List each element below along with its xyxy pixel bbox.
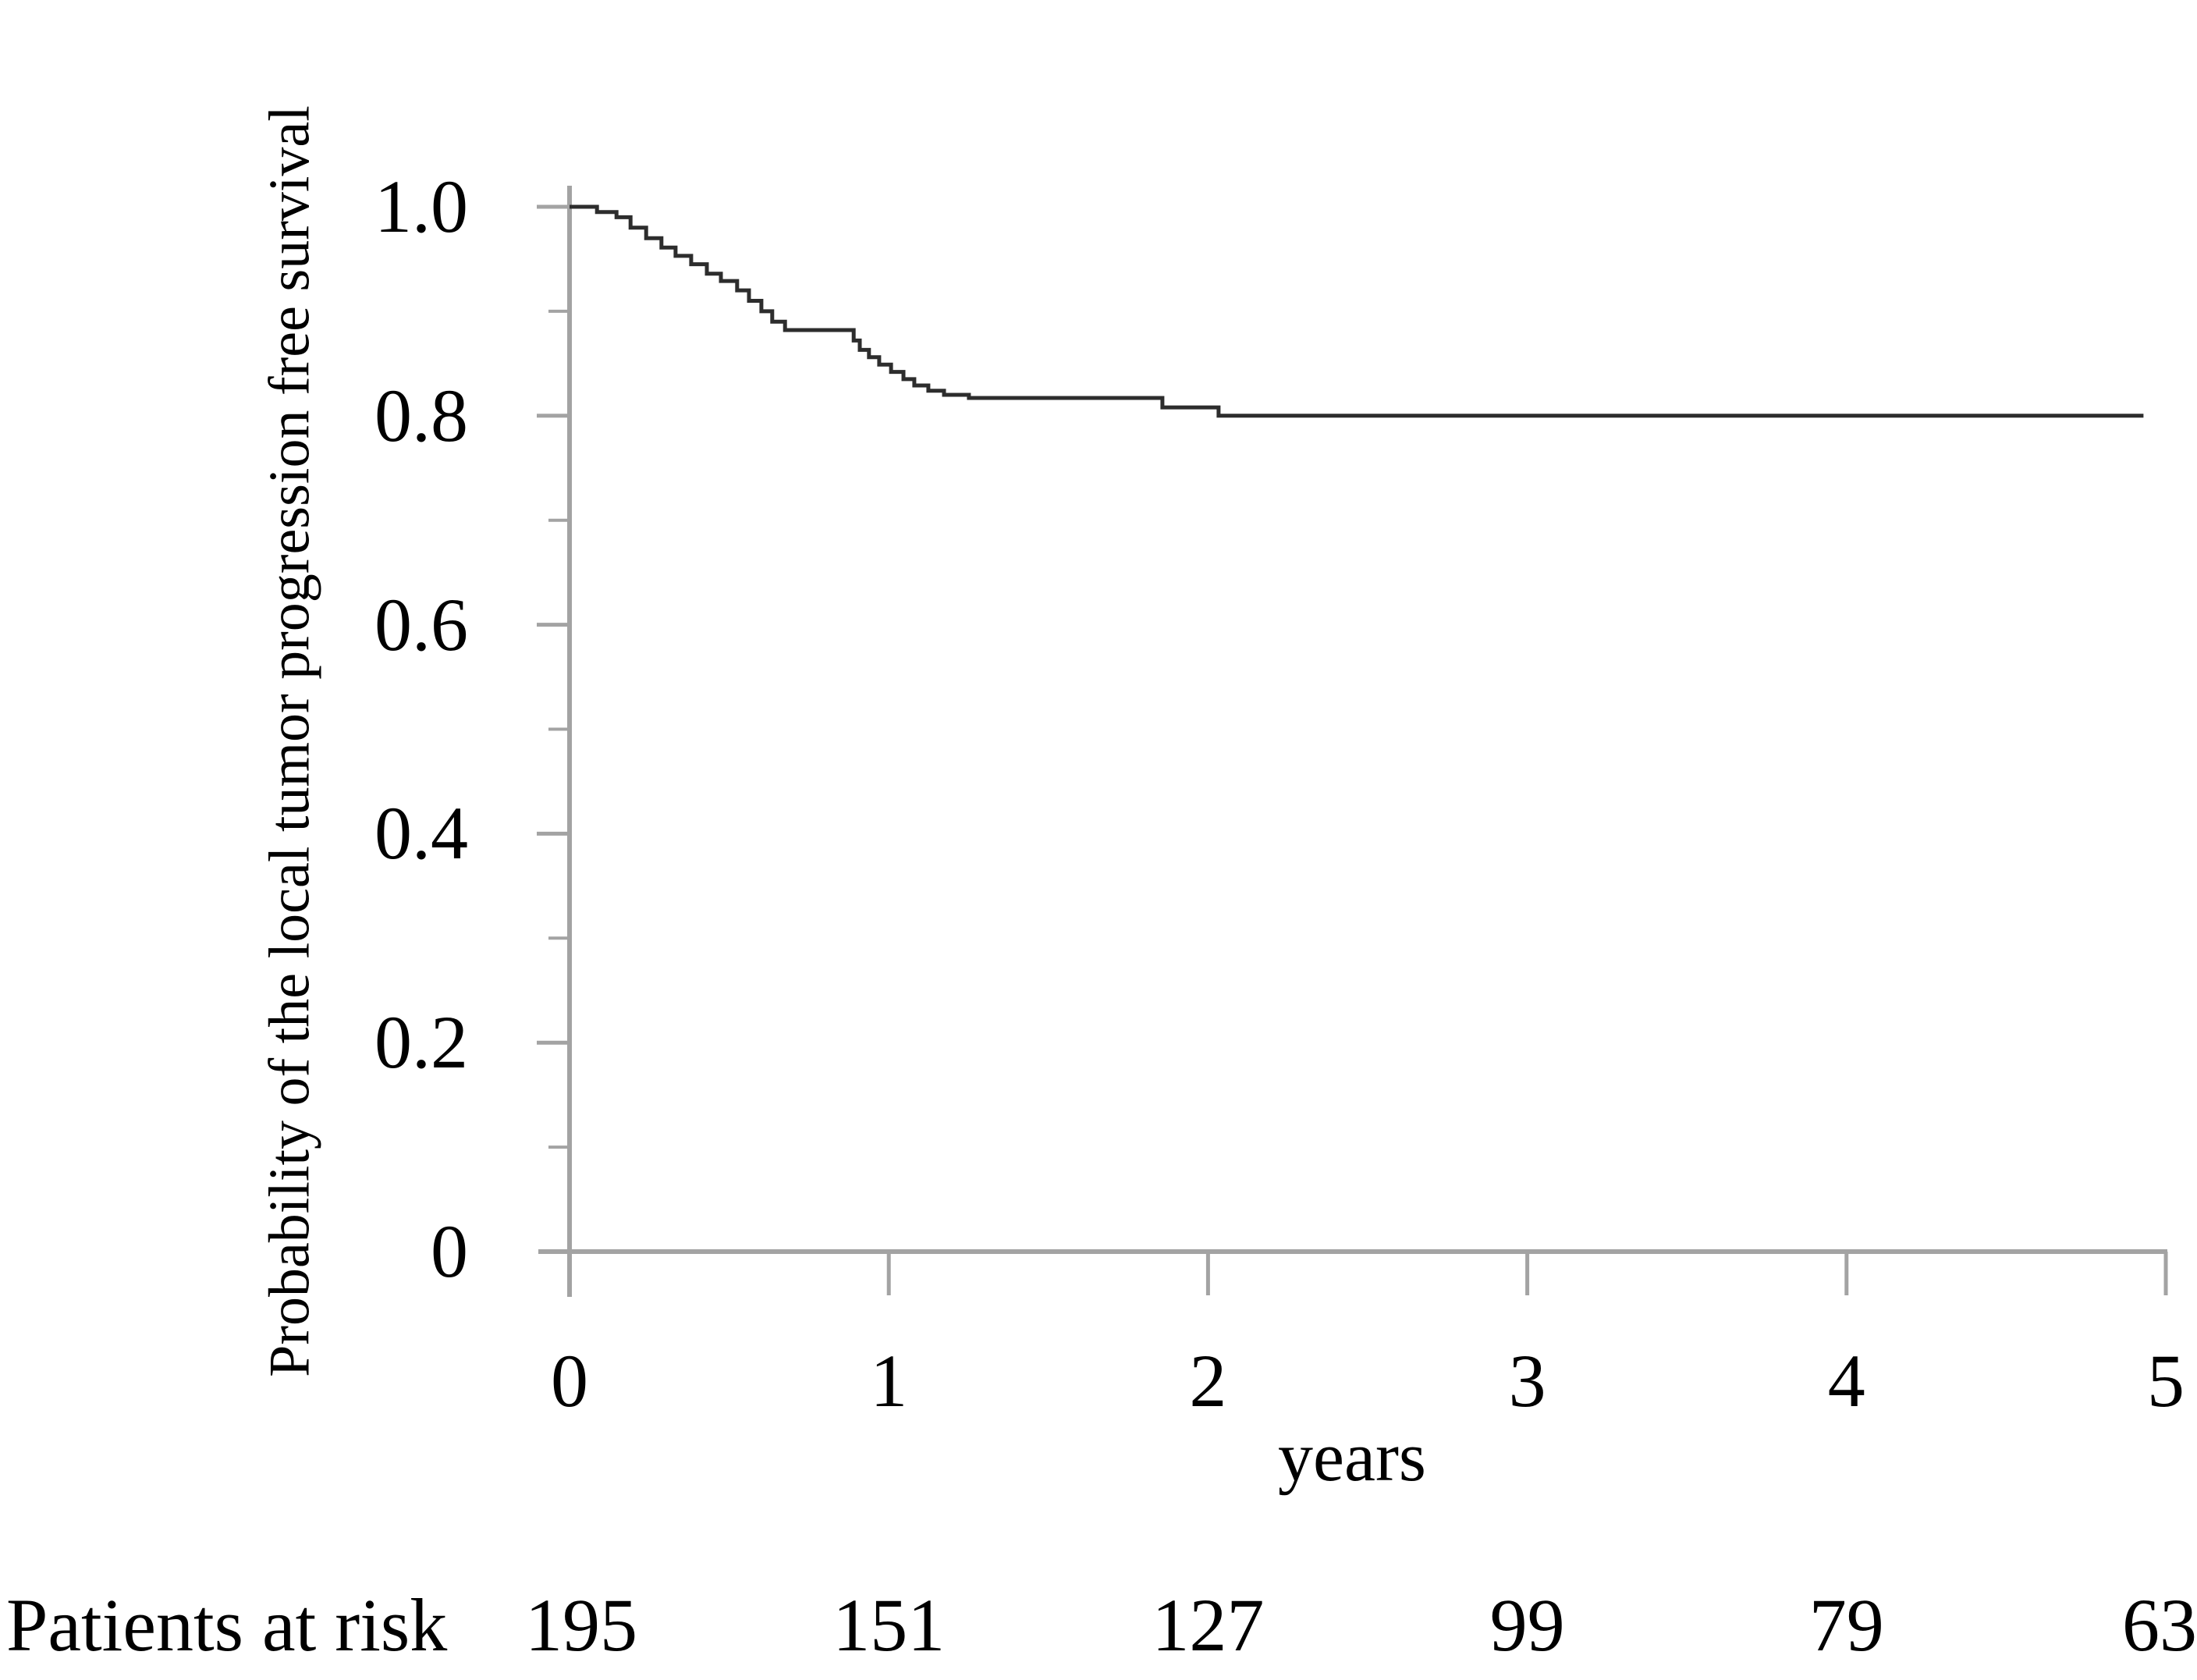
- y-tick-label: 0.8: [374, 373, 468, 457]
- y-tick-label: 0.6: [374, 582, 468, 666]
- x-tick-label: 5: [2147, 1339, 2185, 1422]
- x-tick-label: 0: [551, 1339, 588, 1422]
- patients-at-risk-value: 151: [832, 1583, 946, 1667]
- patients-at-risk-value: 99: [1489, 1583, 1565, 1667]
- x-tick-label: 2: [1189, 1339, 1227, 1422]
- y-tick-label: 0.2: [374, 1000, 468, 1085]
- x-tick-label: 1: [870, 1339, 908, 1422]
- y-tick-label: 1.0: [374, 165, 468, 248]
- x-tick-label: 3: [1508, 1339, 1546, 1422]
- axes-layer: [537, 186, 2168, 1297]
- patients-at-risk-label: Patients at risk: [6, 1583, 448, 1667]
- y-axis-title: Probability of the local tumor progressi…: [257, 105, 322, 1377]
- y-tick-label: 0.4: [374, 791, 468, 876]
- x-axis-title: years: [1278, 1419, 1426, 1496]
- patients-at-risk-value: 79: [1808, 1583, 1884, 1667]
- patients-at-risk-value: 127: [1152, 1583, 1265, 1667]
- x-tick-label: 4: [1827, 1339, 1865, 1422]
- patients-at-risk-value: 63: [2122, 1583, 2197, 1667]
- survival-curve: [570, 204, 2144, 418]
- patients-at-risk-value: 195: [525, 1583, 637, 1667]
- y-tick-label: 0: [431, 1209, 468, 1293]
- survival-curve-layer: [570, 204, 2144, 418]
